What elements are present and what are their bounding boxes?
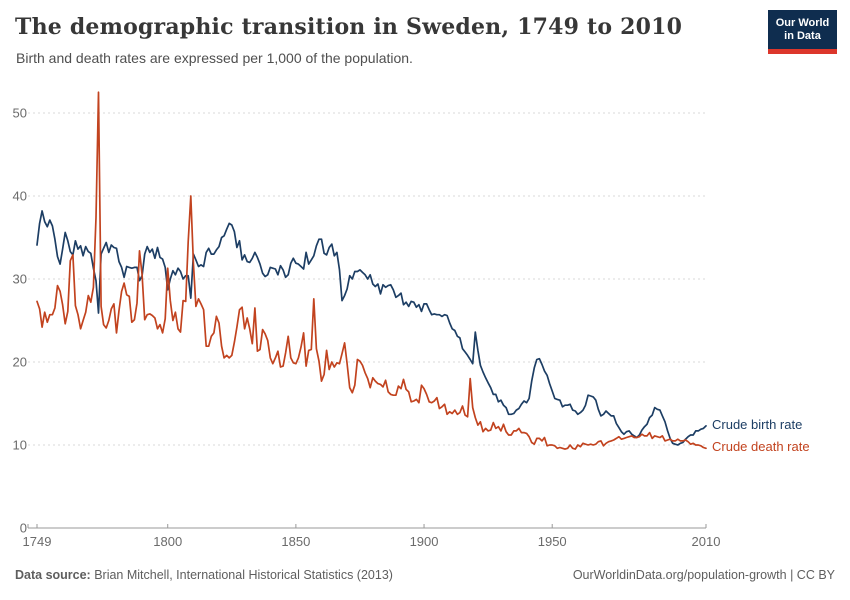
footer-link[interactable]: OurWorldinData.org/population-growth <box>572 568 787 582</box>
y-axis-label: 20 <box>13 355 27 370</box>
x-axis-label: 1800 <box>153 534 182 549</box>
footer-license: | CC BY <box>786 568 835 582</box>
crude-birth-rate-line <box>36 210 707 446</box>
owid-logo[interactable]: Our World in Data <box>768 10 837 54</box>
footer-right: OurWorldinData.org/population-growth | C… <box>573 568 835 582</box>
y-axis-label: 50 <box>13 106 27 121</box>
x-axis-label: 1850 <box>281 534 310 549</box>
x-axis-label: 1950 <box>538 534 567 549</box>
x-axis-label: 2010 <box>692 534 721 549</box>
page-title: The demographic transition in Sweden, 17… <box>15 14 683 40</box>
chart-footer: Data source: Brian Mitchell, Internation… <box>15 568 835 582</box>
y-axis-label: 40 <box>13 189 27 204</box>
owid-logo-line2: in Data <box>784 30 821 42</box>
data-source: Data source: Brian Mitchell, Internation… <box>15 568 393 582</box>
chart-canvas: 0 10 20 30 40 50 1749 1800 1850 1900 1950 2010 <box>13 91 721 549</box>
legend-label-birth-rate[interactable]: Crude birth rate <box>712 416 803 432</box>
y-axis-label: 30 <box>13 272 27 287</box>
crude-death-rate-line <box>36 91 707 450</box>
legend-label-death-rate[interactable]: Crude death rate <box>712 439 810 455</box>
x-axis-label: 1900 <box>410 534 439 549</box>
y-axis-label: 10 <box>13 438 27 453</box>
data-source-text: Brian Mitchell, International Historical… <box>90 568 393 582</box>
owid-logo-line1: Our World <box>775 17 830 29</box>
y-axis-label: 0 <box>20 521 27 536</box>
page-subtitle: Birth and death rates are expressed per … <box>16 50 413 66</box>
data-source-label: Data source: <box>15 568 91 582</box>
x-axis-label: 1749 <box>23 534 52 549</box>
